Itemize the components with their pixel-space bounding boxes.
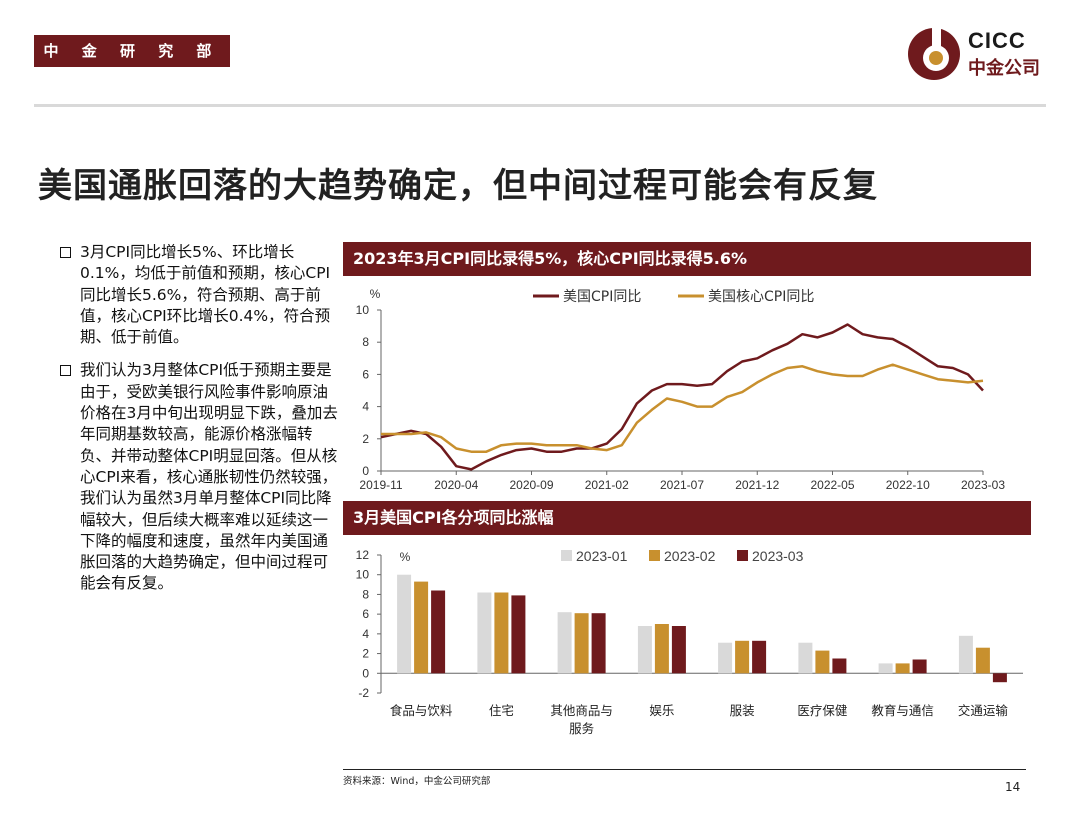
x-tick-label: 2021-07 xyxy=(660,478,704,492)
bullet-item: 我们认为3月整体CPI低于预期主要是由于，受欧美银行风险事件影响原油价格在3月中… xyxy=(60,360,342,594)
bar-2023-02 xyxy=(735,640,750,674)
logo-english: CICC xyxy=(968,28,1026,53)
y-tick-label: 6 xyxy=(362,367,369,381)
y-tick-label: 8 xyxy=(362,587,369,601)
bar-2023-02 xyxy=(574,613,589,674)
x-tick-label: 2021-12 xyxy=(735,478,779,492)
bar-2023-01 xyxy=(798,642,813,674)
category-label: 服装 xyxy=(730,703,755,718)
page-title: 美国通胀回落的大趋势确定，但中间过程可能会有反复 xyxy=(38,166,878,206)
logo-chinese: 中金公司 xyxy=(968,58,1040,79)
category-label: 服务 xyxy=(569,721,594,736)
footer-divider xyxy=(343,769,1026,770)
cicc-logo: CICC 中金公司 xyxy=(906,26,1046,82)
legend-label-1: 2023-01 xyxy=(576,548,628,564)
x-tick-label: 2022-10 xyxy=(886,478,930,492)
y-tick-label: 12 xyxy=(356,548,370,562)
y-tick-label: 8 xyxy=(362,335,369,349)
series-line-2 xyxy=(381,363,984,453)
square-bullet-icon xyxy=(60,247,71,258)
bar-2023-02 xyxy=(414,581,429,674)
category-label: 医疗保健 xyxy=(797,703,848,718)
bullet-list: 3月CPI同比增长5%、环比增长0.1%，均低于前值和预期，核心CPI同比增长5… xyxy=(60,242,342,607)
y-tick-label: 4 xyxy=(362,627,369,641)
x-tick-label: 2019-11 xyxy=(359,478,402,492)
y-axis-unit: % xyxy=(370,287,381,301)
bar-2023-01 xyxy=(958,635,973,674)
bar-2023-02 xyxy=(654,624,669,674)
bar-2023-01 xyxy=(397,574,412,674)
y-tick-label: 2 xyxy=(362,647,369,661)
category-label: 交通运输 xyxy=(958,703,1009,718)
page-number: 14 xyxy=(1005,780,1021,794)
bullet-text: 我们认为3月整体CPI低于预期主要是由于，受欧美银行风险事件影响原油价格在3月中… xyxy=(80,361,338,593)
bullet-text: 3月CPI同比增长5%、环比增长0.1%，均低于前值和预期，核心CPI同比增长5… xyxy=(80,243,331,347)
y-tick-label: 2 xyxy=(362,432,369,446)
bar-2023-03 xyxy=(431,590,446,674)
bar-2023-03 xyxy=(671,626,686,674)
category-label: 食品与饮料 xyxy=(390,703,453,718)
bar-2023-02 xyxy=(975,647,990,674)
bar-2023-03 xyxy=(511,595,526,674)
category-label: 娱乐 xyxy=(649,703,674,718)
y-axis-unit: % xyxy=(400,550,411,564)
x-tick-label: 2021-02 xyxy=(585,478,629,492)
bar-2023-03 xyxy=(591,613,606,674)
bar-2023-02 xyxy=(494,592,509,674)
cicc-logo-icon xyxy=(908,28,960,80)
bullet-item: 3月CPI同比增长5%、环比增长0.1%，均低于前值和预期，核心CPI同比增长5… xyxy=(60,242,342,348)
series-line-1 xyxy=(380,323,984,471)
y-tick-label: 4 xyxy=(362,400,369,414)
legend-label-3: 2023-03 xyxy=(752,548,804,564)
legend-label-2: 2023-02 xyxy=(664,548,716,564)
x-tick-label: 2020-04 xyxy=(434,478,478,492)
legend-swatch-3 xyxy=(737,550,748,561)
category-label: 教育与通信 xyxy=(871,703,934,718)
x-tick-label: 2020-09 xyxy=(509,478,553,492)
y-tick-label: 0 xyxy=(362,666,369,680)
header-divider xyxy=(34,104,1046,107)
cpi-line-chart: 0 2 4 6 8 10% 2019-11 2020-04 2020-09 2021-02 2021… xyxy=(356,287,1006,492)
y-tick-label: 10 xyxy=(356,303,370,317)
y-tick-label: 10 xyxy=(356,568,370,582)
bar-2023-01 xyxy=(637,626,652,674)
line-chart-title: 2023年3月CPI同比录得5%，核心CPI同比录得5.6% xyxy=(343,242,1031,276)
bar-2023-01 xyxy=(718,642,733,674)
square-bullet-icon xyxy=(60,365,71,377)
legend-swatch-2 xyxy=(649,550,660,561)
bar-2023-02 xyxy=(815,650,830,674)
bar-2023-03 xyxy=(832,658,847,674)
bar-2023-01 xyxy=(477,592,492,674)
department-badge: 中 金 研 究 部 xyxy=(34,35,230,67)
y-tick-label: -2 xyxy=(358,686,369,700)
bar-2023-03 xyxy=(752,640,767,674)
category-label: 住宅 xyxy=(489,703,514,718)
category-label: 其他商品与 xyxy=(550,703,613,718)
legend-label-1: 美国CPI同比 xyxy=(563,289,641,305)
bar-chart-title: 3月美国CPI各分项同比涨幅 xyxy=(343,501,1031,535)
bar-2023-02 xyxy=(895,663,910,674)
source-note: 资料来源：Wind，中金公司研究部 xyxy=(343,776,491,787)
y-tick-label: 0 xyxy=(362,464,369,478)
bar-2023-01 xyxy=(557,612,572,674)
legend-label-2: 美国核心CPI同比 xyxy=(708,289,814,305)
bar-2023-01 xyxy=(878,663,893,674)
bar-2023-03 xyxy=(912,659,927,674)
x-tick-label: 2023-03 xyxy=(961,478,1005,492)
y-tick-label: 6 xyxy=(362,607,369,621)
bar-2023-03 xyxy=(992,673,1007,683)
x-tick-label: 2022-05 xyxy=(810,478,854,492)
legend-swatch-1 xyxy=(561,550,572,561)
